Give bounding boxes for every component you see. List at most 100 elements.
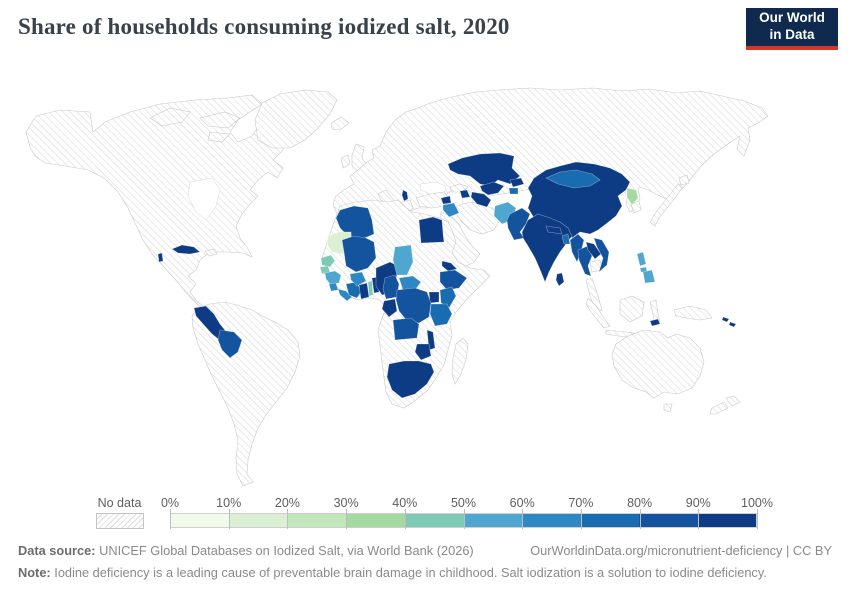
- legend-tick: [287, 509, 289, 529]
- country-ethiopia[interactable]: [439, 269, 468, 291]
- owid-logo[interactable]: Our World in Data: [746, 8, 838, 50]
- country-timor-leste[interactable]: [649, 318, 661, 327]
- region-malay-peninsula[interactable]: [585, 277, 603, 313]
- country-central-african-republic[interactable]: [398, 275, 422, 291]
- country-sierra-leone[interactable]: [328, 282, 339, 292]
- country-eritrea[interactable]: [441, 260, 458, 272]
- legend-cell[interactable]: [522, 514, 581, 527]
- country-laos[interactable]: [585, 241, 602, 260]
- legend-tick-label: 0%: [160, 496, 180, 510]
- region-greenland[interactable]: [254, 89, 338, 149]
- country-mali[interactable]: [341, 235, 377, 273]
- country-guinea[interactable]: [324, 270, 342, 285]
- country-congo[interactable]: [381, 298, 398, 318]
- region-new-guinea[interactable]: [673, 305, 713, 321]
- country-togo[interactable]: [367, 280, 374, 297]
- owid-logo-line2: in Data: [769, 27, 815, 42]
- region-australia[interactable]: [611, 329, 705, 399]
- data-source-line: Data source: UNICEF Global Databases on …: [18, 543, 474, 558]
- country-kenya[interactable]: [439, 286, 457, 309]
- country-azerbaijan[interactable]: [459, 189, 471, 199]
- country-liberia[interactable]: [337, 288, 353, 302]
- country-bangladesh[interactable]: [561, 233, 571, 245]
- owid-url-link[interactable]: OurWorldinData.org/micronutrient-deficie…: [530, 543, 832, 558]
- region-hispaniola[interactable]: [204, 248, 218, 257]
- note-line: Note: Iodine deficiency is a leading cau…: [18, 565, 767, 580]
- region-ireland[interactable]: [340, 154, 351, 169]
- country-uzbekistan[interactable]: [479, 181, 505, 196]
- country-solomon-islands-1[interactable]: [721, 316, 730, 323]
- data-countries: [157, 152, 737, 399]
- page-title: Share of households consuming iodized sa…: [18, 14, 510, 39]
- region-south-america[interactable]: [191, 301, 301, 487]
- country-ghana[interactable]: [358, 282, 370, 300]
- country-angola[interactable]: [392, 317, 420, 341]
- country-dr-congo[interactable]: [395, 287, 432, 324]
- legend-cell[interactable]: [639, 514, 698, 527]
- region-south-korea[interactable]: [630, 200, 642, 214]
- legend-tick-label: 60%: [509, 496, 535, 510]
- country-kazakhstan[interactable]: [447, 152, 521, 187]
- country-burkina-faso[interactable]: [349, 271, 367, 287]
- country-syria[interactable]: [440, 195, 452, 205]
- legend-cell[interactable]: [405, 514, 464, 527]
- legend-tick: [639, 509, 641, 529]
- region-north-america[interactable]: [25, 94, 289, 319]
- country-vietnam[interactable]: [593, 237, 610, 273]
- legend-cell[interactable]: [288, 514, 347, 527]
- country-senegal[interactable]: [320, 254, 336, 268]
- country-egypt[interactable]: [418, 216, 445, 244]
- country-pakistan[interactable]: [506, 207, 531, 241]
- country-bolivia[interactable]: [217, 329, 243, 359]
- region-japan[interactable]: [649, 183, 683, 227]
- country-cuba[interactable]: [171, 244, 201, 255]
- legend-tick-label: 70%: [568, 496, 594, 510]
- country-sri-lanka[interactable]: [555, 272, 565, 287]
- region-new-zealand-south[interactable]: [709, 401, 729, 415]
- region-borneo[interactable]: [619, 295, 645, 323]
- legend-cell[interactable]: [171, 514, 230, 527]
- region-iran[interactable]: [455, 201, 501, 235]
- legend-no-data-swatch[interactable]: [96, 513, 144, 529]
- country-philippines-mindanao[interactable]: [642, 269, 656, 284]
- country-iraq[interactable]: [442, 202, 460, 218]
- legend-tick: [228, 509, 230, 529]
- country-chad[interactable]: [392, 244, 414, 276]
- hudson-bay: [187, 177, 221, 221]
- region-sulawesi[interactable]: [649, 299, 661, 323]
- country-north-korea[interactable]: [626, 187, 639, 206]
- region-sumatra[interactable]: [585, 297, 611, 329]
- region-new-zealand-north[interactable]: [725, 395, 741, 407]
- legend-tick-label: 10%: [216, 496, 242, 510]
- country-kyrgyzstan[interactable]: [509, 177, 525, 188]
- legend-tick: [404, 509, 406, 529]
- country-nepal[interactable]: [545, 225, 563, 235]
- country-solomon-islands-2[interactable]: [728, 321, 737, 328]
- legend-cell[interactable]: [229, 514, 288, 527]
- region-tasmania: [663, 403, 673, 413]
- country-belize[interactable]: [157, 252, 164, 263]
- arctic-island-3: [207, 131, 231, 143]
- region-cambodia[interactable]: [589, 259, 603, 273]
- country-tajikistan[interactable]: [508, 187, 519, 195]
- arctic-island-2: [199, 111, 241, 129]
- country-zimbabwe[interactable]: [414, 343, 432, 361]
- country-philippines-luzon[interactable]: [636, 251, 647, 267]
- country-turkmenistan[interactable]: [470, 191, 492, 208]
- legend-color-bar[interactable]: [170, 513, 757, 528]
- country-tanzania[interactable]: [429, 303, 453, 327]
- country-algeria[interactable]: [335, 205, 375, 241]
- legend-scale: 0% 10% 20% 30% 40% 50% 60% 70% 80% 90% 100%: [161, 496, 773, 534]
- country-south-africa[interactable]: [386, 360, 435, 399]
- legend-cell[interactable]: [580, 514, 639, 527]
- legend-tick-label: 90%: [685, 496, 711, 510]
- region-caucasus[interactable]: [449, 183, 469, 193]
- world-map-svg: [25, 87, 769, 487]
- region-iceland[interactable]: [330, 116, 350, 131]
- region-madagascar[interactable]: [451, 337, 469, 385]
- country-mongolia[interactable]: [545, 169, 601, 189]
- legend-cell[interactable]: [697, 514, 756, 527]
- legend-cell[interactable]: [346, 514, 405, 527]
- legend-cell[interactable]: [463, 514, 522, 527]
- country-albania[interactable]: [401, 189, 409, 202]
